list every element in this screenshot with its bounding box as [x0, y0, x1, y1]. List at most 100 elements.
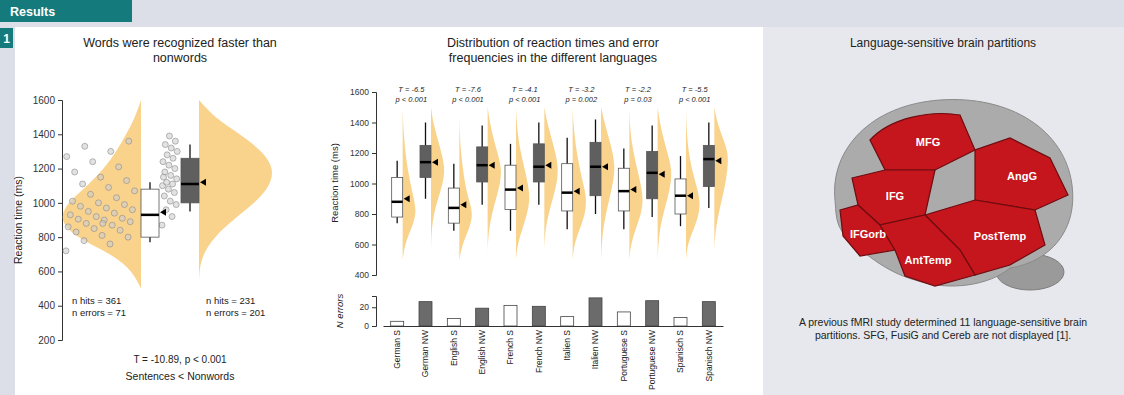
mean-marker: [630, 186, 636, 193]
tick: Italien S: [562, 326, 572, 361]
tick: French NW: [534, 326, 544, 373]
annotation: T = -4.1: [512, 85, 538, 94]
data-point: [124, 178, 130, 184]
annotation: p = 0.03: [623, 95, 652, 104]
data-point: [168, 145, 174, 151]
data-point: [108, 148, 114, 154]
tick-label: French S: [505, 330, 515, 365]
box: [392, 177, 403, 217]
median: [703, 158, 714, 161]
violin: [63, 100, 141, 289]
tick-mark: [372, 326, 376, 327]
tick-mark: [58, 134, 62, 135]
chart-title: Distribution of reaction times and error…: [447, 36, 659, 65]
mean-marker: [687, 192, 693, 199]
tick: 0: [364, 321, 376, 331]
group-label: n hits = 361: [72, 295, 121, 306]
tick: 400: [355, 270, 376, 280]
tick-label: German S: [392, 330, 402, 369]
tick-mark: [58, 203, 62, 204]
tick: 600: [355, 240, 376, 250]
tick-mark: [58, 237, 62, 238]
tick: 1000: [33, 198, 62, 209]
violin: [431, 107, 444, 260]
tick-label: 400: [38, 300, 55, 311]
axis-title: Reaction time (ms): [12, 176, 24, 264]
text-line: Language-sensitive brain partitions: [850, 36, 1036, 50]
tick-label: 1000: [33, 198, 56, 209]
tick-label: 200: [38, 335, 55, 346]
tick: 800: [355, 209, 376, 219]
data-point: [172, 166, 178, 172]
axis-title: Reaction time (ms): [329, 143, 340, 223]
data-point: [93, 214, 99, 220]
tick: 800: [38, 232, 62, 243]
data-point: [125, 234, 131, 240]
tick: Portuguese S: [619, 326, 629, 382]
region-label: IFGorb: [850, 228, 886, 240]
data-point: [174, 176, 180, 182]
bar: [447, 319, 460, 327]
tick: 200: [38, 335, 62, 346]
median: [181, 183, 199, 186]
data-point: [166, 162, 172, 168]
data-point: [170, 181, 176, 187]
violin: [629, 107, 642, 260]
tick: German NW: [420, 326, 430, 377]
brain-region: [975, 138, 1068, 210]
tick: 1600: [350, 87, 376, 97]
plot-area: [391, 298, 716, 326]
tick-label: English NW: [477, 330, 487, 374]
bar: [617, 312, 630, 326]
tick: Italien NW: [590, 326, 600, 369]
violin: [488, 107, 501, 260]
median: [392, 201, 403, 204]
data-point: [114, 195, 120, 201]
panel-number-tab: [0, 28, 13, 48]
data-point: [109, 222, 115, 228]
panel-background: [763, 27, 1124, 395]
data-point: [82, 143, 88, 149]
tick-mark: [58, 340, 62, 341]
tick: 600: [38, 266, 62, 277]
data-point: [172, 138, 178, 144]
brain: [835, 100, 1073, 290]
tick-mark: [372, 123, 376, 124]
data-point: [121, 202, 127, 208]
mean-marker: [659, 171, 665, 178]
caption: A previous fMRI study determined 11 lang…: [799, 316, 1087, 341]
bar: [504, 305, 517, 326]
tick-label: Spanisch NW: [704, 330, 714, 382]
annotation: T = -5.5: [682, 85, 709, 94]
tick-label: 20: [360, 302, 370, 312]
data-point: [99, 232, 105, 238]
median: [533, 165, 544, 168]
bar: [476, 308, 489, 326]
tick-mark: [372, 275, 376, 276]
bar: [532, 306, 545, 326]
box: [703, 145, 714, 186]
mean-marker: [460, 201, 466, 208]
tick: 1200: [33, 163, 62, 174]
data-point: [166, 133, 172, 139]
median: [675, 194, 686, 197]
median: [618, 190, 629, 193]
mean-marker: [200, 179, 206, 186]
x-axis: German S German NW English S English NW Fren…: [384, 326, 724, 390]
tick-mark: [58, 169, 62, 170]
data-point: [77, 203, 83, 209]
axis-title: Sentences < Nonwords: [126, 370, 235, 382]
tick: English S: [449, 326, 459, 366]
tick-label: 600: [355, 240, 369, 250]
box: [420, 145, 431, 177]
box: [477, 147, 488, 182]
bar: [419, 302, 432, 326]
tick-label: 1600: [33, 95, 56, 106]
annotation: T = -2.2: [625, 85, 652, 94]
box: [618, 168, 629, 211]
median: [477, 164, 488, 167]
tick-label: 1400: [350, 118, 369, 128]
data-point: [160, 159, 166, 165]
tick-mark: [372, 214, 376, 215]
violin: [403, 107, 416, 260]
